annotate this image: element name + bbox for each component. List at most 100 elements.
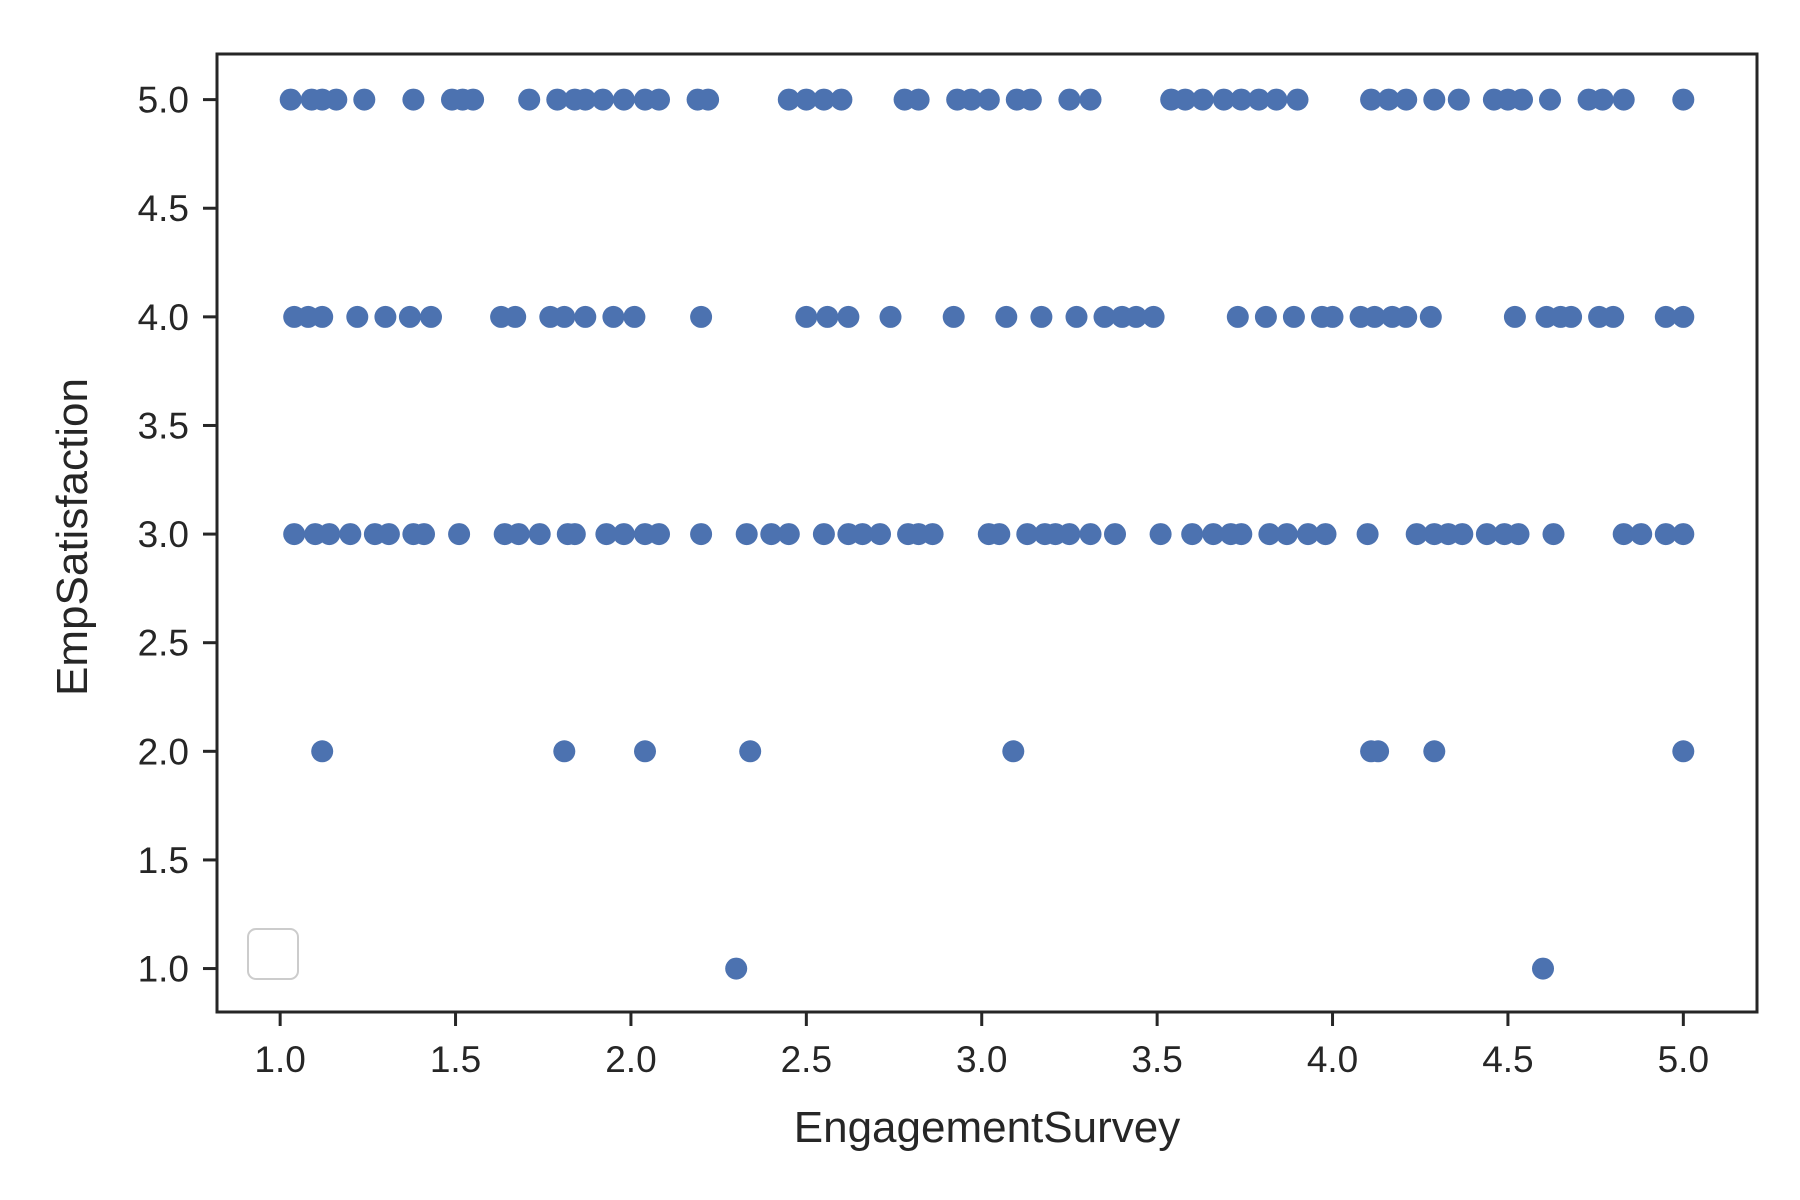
data-point (777, 88, 800, 111)
data-point (879, 305, 902, 328)
data-point (942, 305, 965, 328)
x-axis-ticks: 1.0 1.5 2.0 2.5 3.0 3.5 4.0 4.5 5.0 (254, 1012, 1709, 1080)
data-point (1377, 88, 1400, 111)
data-point (816, 305, 839, 328)
data-point (1672, 88, 1695, 111)
data-point (413, 523, 435, 546)
data-point (1226, 305, 1249, 328)
data-point (1395, 305, 1418, 328)
data-point (1125, 305, 1148, 328)
data-point (1065, 305, 1088, 328)
data-point (1560, 305, 1583, 328)
data-point (697, 88, 720, 111)
x-tick-label: 2.0 (605, 1039, 656, 1080)
data-point (725, 957, 748, 980)
data-point (325, 88, 348, 111)
x-tick-label: 1.5 (430, 1039, 481, 1080)
data-point (507, 523, 530, 546)
data-point (1654, 523, 1677, 546)
legend-box (247, 928, 299, 980)
data-point (1258, 523, 1281, 546)
x-tick-label: 5.0 (1658, 1039, 1709, 1080)
data-point (318, 523, 341, 546)
data-point (377, 523, 400, 546)
data-point (907, 88, 930, 111)
data-point (339, 523, 362, 546)
data-point (1030, 305, 1053, 328)
data-point (353, 88, 376, 111)
data-point (690, 305, 713, 328)
data-point (1247, 88, 1270, 111)
y-tick-label: 4.0 (138, 297, 189, 338)
data-point (1363, 305, 1386, 328)
data-point (1230, 523, 1253, 546)
data-point (1423, 88, 1446, 111)
data-point (612, 88, 635, 111)
data-point (504, 305, 527, 328)
data-point (574, 88, 597, 111)
data-point (648, 88, 670, 111)
data-point (1612, 88, 1635, 111)
data-point (634, 740, 656, 763)
data-point (921, 523, 944, 546)
data-point (612, 523, 635, 546)
data-point (760, 523, 783, 546)
data-point (1174, 88, 1197, 111)
data-point (1079, 523, 1102, 546)
data-point (1672, 740, 1695, 763)
data-point (988, 523, 1011, 546)
y-tick-label: 2.5 (138, 623, 189, 664)
data-point (977, 88, 1000, 111)
data-point (1286, 88, 1309, 111)
data-point (1093, 305, 1116, 328)
data-point (795, 305, 818, 328)
x-tick-label: 4.5 (1482, 1039, 1533, 1080)
data-point (1503, 305, 1526, 328)
data-point (739, 740, 762, 763)
y-axis-label: EmpSatisfaction (48, 378, 97, 696)
data-point (1265, 88, 1288, 111)
data-point (1191, 88, 1214, 111)
data-point (1475, 523, 1498, 546)
data-point (1019, 88, 1042, 111)
data-point (1654, 305, 1677, 328)
data-point (279, 88, 302, 111)
data-point (420, 305, 442, 328)
data-point (623, 305, 646, 328)
data-point (1591, 88, 1614, 111)
data-point (1314, 523, 1337, 546)
data-point (1542, 523, 1565, 546)
data-point (518, 88, 541, 111)
data-point (812, 523, 835, 546)
data-point (960, 88, 983, 111)
data-point (462, 88, 485, 111)
data-point (574, 305, 597, 328)
points-layer (279, 88, 1695, 980)
data-point (1602, 305, 1625, 328)
x-tick-label: 2.5 (781, 1039, 832, 1080)
data-point (1321, 305, 1344, 328)
data-point (591, 88, 614, 111)
y-tick-label: 2.0 (138, 731, 189, 772)
data-point (1230, 88, 1253, 111)
data-point (528, 523, 551, 546)
data-point (851, 523, 874, 546)
data-point (553, 305, 576, 328)
data-point (1212, 88, 1235, 111)
data-point (1297, 523, 1319, 546)
data-point (1142, 305, 1165, 328)
y-tick-label: 1.0 (138, 949, 189, 990)
data-point (283, 523, 306, 546)
data-point (553, 740, 576, 763)
data-point (1254, 305, 1277, 328)
data-point (795, 88, 818, 111)
data-point (1423, 740, 1446, 763)
data-point (398, 305, 421, 328)
data-point (1612, 523, 1635, 546)
data-point (690, 523, 713, 546)
data-point (1507, 523, 1530, 546)
data-point (995, 305, 1018, 328)
x-tick-label: 3.0 (956, 1039, 1007, 1080)
